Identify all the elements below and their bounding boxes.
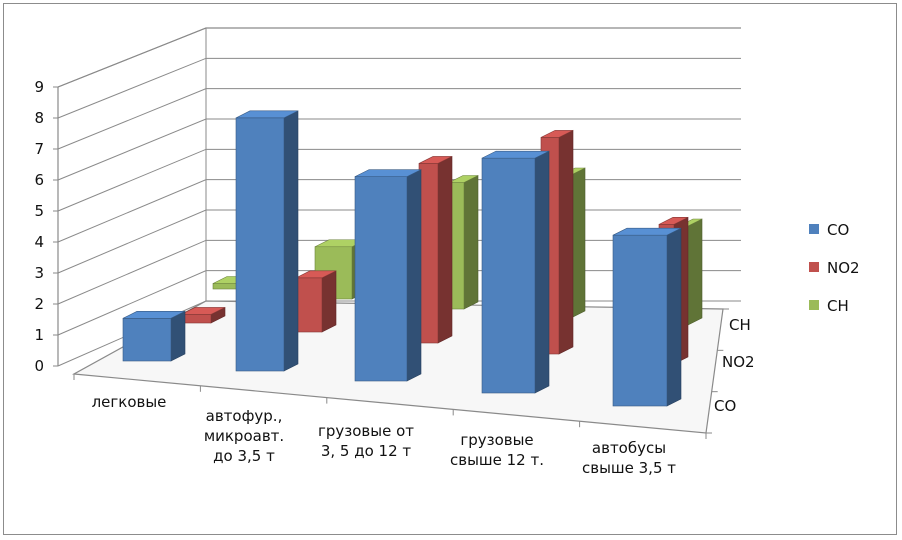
depth-axis-label: NO2 bbox=[722, 353, 755, 371]
category-label: легковые bbox=[92, 393, 167, 411]
gridline bbox=[57, 88, 741, 150]
y-tick-label: 0 bbox=[34, 357, 44, 375]
chart-svg: 0 1 2 3 4 5 6 7 8 9 легковые автофур., микроавт. до 3… bbox=[34, 27, 860, 477]
bar-CO-4 bbox=[612, 227, 682, 407]
y-tick-label: 1 bbox=[34, 326, 44, 344]
bar-front bbox=[295, 277, 323, 333]
bar-top bbox=[180, 307, 226, 315]
bar-front bbox=[418, 163, 439, 344]
legend-swatch-CO bbox=[809, 224, 819, 234]
category-label: свыше 12 т. bbox=[450, 451, 544, 469]
gridline bbox=[57, 118, 741, 181]
bar-CO-2 bbox=[354, 169, 422, 382]
bar-side bbox=[666, 227, 682, 407]
bar-front bbox=[212, 283, 239, 290]
gridline bbox=[57, 57, 741, 119]
bar-side bbox=[406, 169, 422, 382]
bar-side bbox=[534, 150, 550, 394]
category-label: микроавт. bbox=[204, 427, 284, 445]
bar-front bbox=[612, 234, 668, 407]
y-tick-label: 3 bbox=[34, 264, 44, 282]
category-label: 3, 5 до 12 т bbox=[321, 442, 412, 460]
bar-top bbox=[354, 169, 422, 177]
legend-label-CO: CO bbox=[827, 221, 849, 239]
y-tick-label: 2 bbox=[34, 295, 44, 313]
bar-side bbox=[170, 310, 186, 362]
y-tick-label: 5 bbox=[34, 202, 44, 220]
gridline bbox=[57, 27, 741, 88]
chart-frame: 0 1 2 3 4 5 6 7 8 9 легковые автофур., микроавт. до 3… bbox=[3, 3, 897, 535]
depth-axis-label: CO bbox=[714, 397, 736, 415]
wall-top-edge bbox=[57, 27, 741, 88]
bar-top bbox=[658, 217, 689, 225]
category-label: грузовые от bbox=[318, 422, 414, 440]
bar-NO2-1 bbox=[295, 270, 337, 333]
bar-top bbox=[481, 150, 550, 159]
bar-NO2-0 bbox=[180, 306, 226, 324]
bar-CO-1 bbox=[235, 110, 299, 372]
bar-side bbox=[463, 175, 479, 310]
y-tick-label: 7 bbox=[34, 140, 44, 158]
legend-label-CH: CH bbox=[827, 297, 849, 315]
category-label: грузовые bbox=[460, 431, 533, 449]
bar-side bbox=[437, 155, 453, 344]
y-tick-label: 8 bbox=[34, 109, 44, 127]
bar-top bbox=[295, 270, 337, 279]
depth-axis-label: CH bbox=[729, 316, 751, 334]
y-tick-label: 4 bbox=[34, 233, 44, 251]
bar-CO-3 bbox=[481, 150, 550, 394]
bar-top bbox=[418, 156, 453, 164]
bar-top bbox=[540, 130, 574, 138]
category-label: автофур., bbox=[206, 407, 283, 425]
bar-CH-2 bbox=[448, 175, 479, 310]
bar-side bbox=[321, 270, 337, 333]
legend-swatch-CH bbox=[809, 300, 819, 310]
bar-CO-0 bbox=[122, 310, 186, 362]
bar-front bbox=[180, 314, 212, 324]
bar-front bbox=[354, 176, 408, 382]
bar-side bbox=[687, 218, 703, 326]
category-label: автобусы bbox=[592, 439, 666, 457]
legend-swatch-NO2 bbox=[809, 262, 819, 272]
bar-top bbox=[122, 311, 186, 319]
legend-label-NO2: NO2 bbox=[827, 259, 860, 277]
bar-front bbox=[122, 317, 172, 362]
bar-front bbox=[235, 117, 285, 372]
bar-top bbox=[612, 227, 682, 236]
bar-top bbox=[448, 175, 479, 183]
bar-front bbox=[481, 157, 536, 394]
y-tick-label: 6 bbox=[34, 171, 44, 189]
y-tick-label: 9 bbox=[34, 78, 44, 96]
bar-NO2-2 bbox=[418, 155, 453, 344]
bar-side bbox=[558, 129, 574, 355]
category-label: до 3,5 т bbox=[213, 447, 275, 465]
category-label: свыше 3,5 т bbox=[582, 459, 676, 477]
bar-top bbox=[235, 110, 299, 119]
bar-side bbox=[283, 110, 299, 372]
